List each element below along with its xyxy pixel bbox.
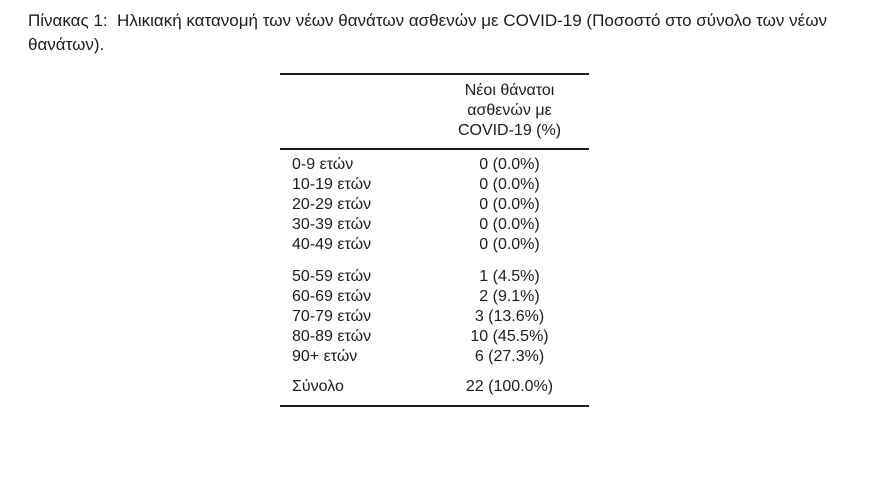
table-row: 80-89 ετών 10 (45.5%): [280, 327, 589, 347]
deaths-value: 0 (0.0%): [479, 236, 540, 253]
deaths-value: 6 (27.3%): [474, 348, 545, 365]
table-rule-bottom: [280, 405, 589, 407]
data-table: Νέοι θάνατοι ασθενών με COVID-19 (%) 0-9…: [280, 73, 589, 407]
caption-line-1: Πίνακας 1: Ηλικιακή κατανομή των νέων θα…: [28, 11, 827, 30]
table-row: 0-9 ετών 0 (0.0%): [280, 155, 589, 175]
deaths-value: 2 (9.1%): [479, 288, 540, 305]
deaths-value: 0 (0.0%): [479, 216, 540, 233]
table-body: 0-9 ετών 0 (0.0%) 10-19 ετών 0 (0.0%) 20…: [280, 150, 589, 397]
table-caption: Πίνακας 1: Ηλικιακή κατανομή των νέων θα…: [28, 9, 827, 57]
age-group-label: 70-79 ετών: [292, 308, 372, 325]
age-group-label: 60-69 ετών: [292, 288, 372, 305]
age-group-label: 0-9 ετών: [292, 156, 354, 173]
deaths-value: 0 (0.0%): [479, 176, 540, 193]
table-row: 70-79 ετών 3 (13.6%): [280, 307, 589, 327]
table-row: 20-29 ετών 0 (0.0%): [280, 195, 589, 215]
table-rule-header: [280, 148, 589, 150]
table-total-row: Σύνολο 22 (100.0%): [280, 377, 589, 397]
column-header-deaths: Νέοι θάνατοι ασθενών με COVID-19 (%): [457, 82, 562, 139]
table-row: 60-69 ετών 2 (9.1%): [280, 287, 589, 307]
table-row: 50-59 ετών 1 (4.5%): [280, 267, 589, 287]
table-row: 30-39 ετών 0 (0.0%): [280, 215, 589, 235]
table-row: 40-49 ετών 0 (0.0%): [280, 235, 589, 255]
caption-line-2: θανάτων).: [28, 35, 105, 54]
deaths-value: 10 (45.5%): [470, 328, 549, 345]
table-row: 90+ ετών 6 (27.3%): [280, 347, 589, 367]
deaths-value: 0 (0.0%): [479, 156, 540, 173]
table-header-row: Νέοι θάνατοι ασθενών με COVID-19 (%): [280, 75, 589, 148]
age-group-label: 90+ ετών: [292, 348, 358, 365]
total-label: Σύνολο: [292, 378, 344, 395]
age-group-label: 20-29 ετών: [292, 196, 372, 213]
total-value: 22 (100.0%): [465, 378, 554, 395]
table-row: 10-19 ετών 0 (0.0%): [280, 175, 589, 195]
table-rule-top: [280, 73, 589, 75]
header-spacer: [280, 81, 430, 141]
age-group-label: 40-49 ετών: [292, 236, 372, 253]
deaths-value: 1 (4.5%): [479, 268, 540, 285]
age-group-label: 10-19 ετών: [292, 176, 372, 193]
age-group-label: 80-89 ετών: [292, 328, 372, 345]
age-group-label: 50-59 ετών: [292, 268, 372, 285]
deaths-value: 0 (0.0%): [479, 196, 540, 213]
age-group-label: 30-39 ετών: [292, 216, 372, 233]
deaths-value: 3 (13.6%): [474, 308, 545, 325]
